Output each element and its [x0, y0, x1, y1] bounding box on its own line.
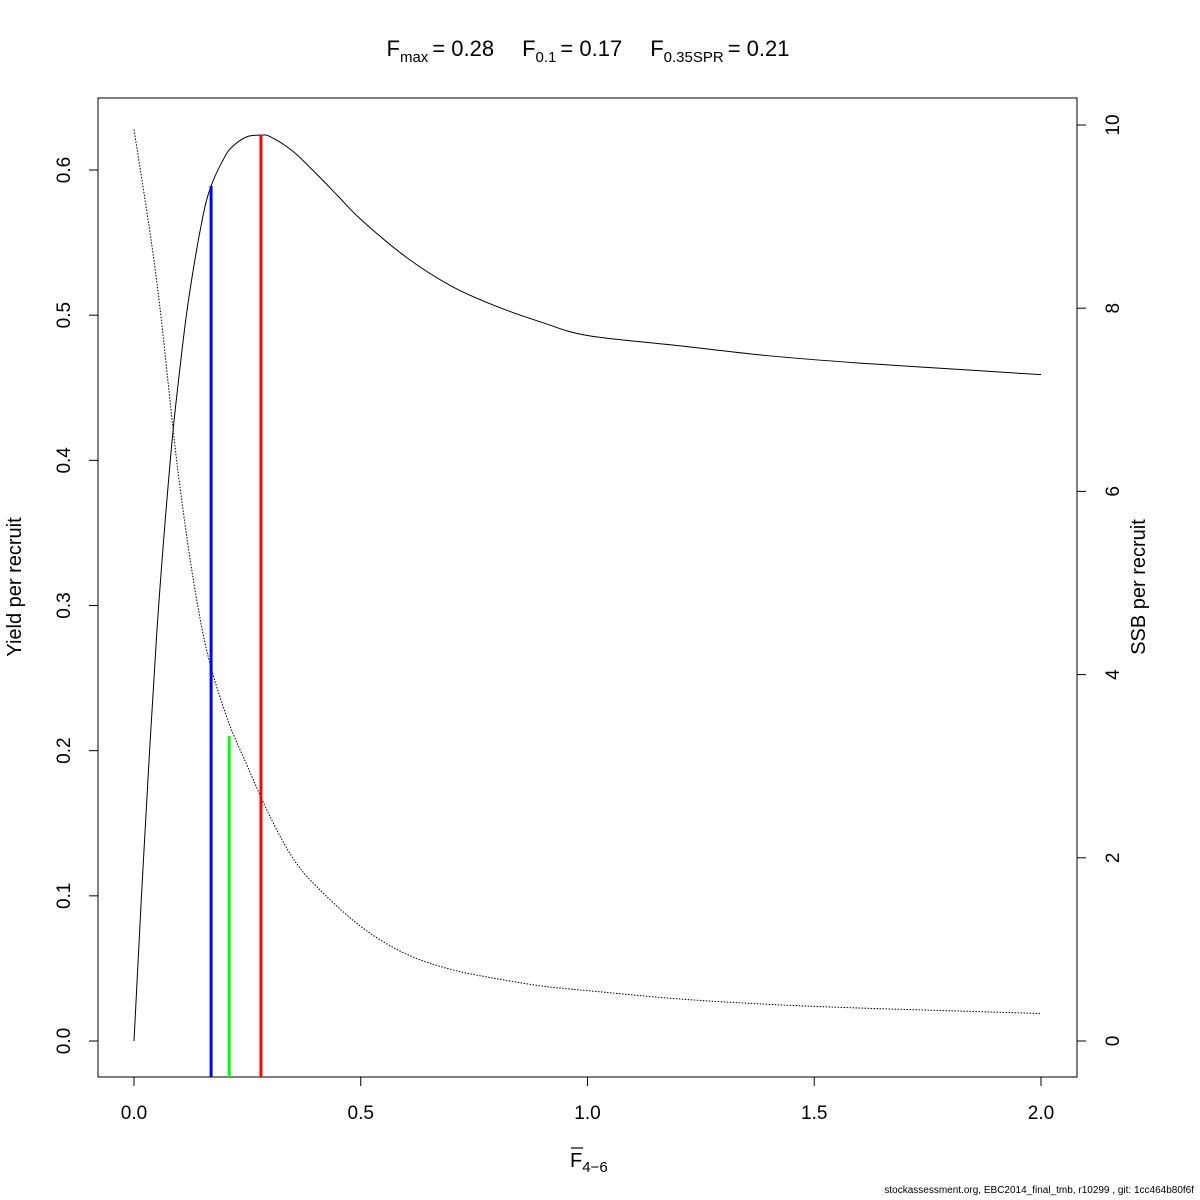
- y-right-tick-label: 6: [1103, 486, 1124, 497]
- y-right-tick-label: 4: [1103, 669, 1124, 680]
- y-right-axis: 0 2 4 6 8 10: [1077, 114, 1124, 1046]
- x-axis-label-main: F: [570, 1150, 582, 1172]
- x-tick-label: 2.0: [1028, 1103, 1054, 1124]
- svg-text:F4−6: F4−6: [570, 1150, 608, 1176]
- reference-lines: [209, 135, 263, 1077]
- title-symbol-1: F: [522, 36, 535, 61]
- title-symbol-0: F: [387, 36, 400, 61]
- title-value-1: = 0.17: [560, 36, 622, 61]
- y-left-axis-label: Yield per recruit: [4, 517, 26, 657]
- x-tick-label: 1.5: [801, 1103, 827, 1124]
- title-value-2: = 0.21: [728, 36, 790, 61]
- title-value-0: = 0.28: [432, 36, 494, 61]
- y-left-tick-label: 0.5: [54, 302, 75, 328]
- y-right-tick-label: 0: [1103, 1036, 1124, 1047]
- y-right-axis-label: SSB per recruit: [1128, 519, 1150, 655]
- x-tick-label: 0.5: [348, 1103, 374, 1124]
- yield-per-recruit-series: [133, 134, 1042, 1042]
- x-tick-label: 0.0: [121, 1103, 147, 1124]
- title-subscript-2: 0.35SPR: [664, 49, 724, 66]
- title-subscript-1: 0.1: [536, 49, 557, 66]
- x-tick-label: 1.0: [574, 1103, 600, 1124]
- plot-frame: [97, 97, 1078, 1078]
- y-left-tick-label: 0.3: [54, 592, 75, 618]
- y-left-tick-label: 0.4: [54, 447, 75, 474]
- ssb-per-recruit-series: [133, 129, 1042, 1015]
- y-left-tick-label: 0.6: [54, 157, 75, 183]
- y-left-tick-label: 0.0: [54, 1028, 75, 1054]
- title-symbol-2: F: [650, 36, 663, 61]
- y-left-tick-label: 0.2: [54, 737, 75, 763]
- footer-credit: stockassessment.org, EBC2014_final_tmb, …: [884, 1185, 1194, 1196]
- x-axis-label-sub: 4−6: [582, 1159, 607, 1176]
- chart-title: Fmax = 0.28 F0.1 = 0.17 F0.35SPR = 0.21: [387, 36, 790, 66]
- y-right-tick-label: 8: [1103, 303, 1124, 314]
- y-left-axis: 0.0 0.1 0.2 0.3 0.4 0.5 0.6: [54, 157, 98, 1054]
- y-left-tick-label: 0.1: [54, 883, 75, 909]
- x-axis-label: F4−6: [570, 1147, 608, 1176]
- series-layer: [133, 129, 1042, 1042]
- x-axis: 0.0 0.5 1.0 1.5 2.0: [121, 1077, 1054, 1124]
- y-right-tick-label: 10: [1103, 114, 1124, 135]
- title-subscript-0: max: [400, 49, 429, 66]
- y-right-tick-label: 2: [1103, 853, 1124, 864]
